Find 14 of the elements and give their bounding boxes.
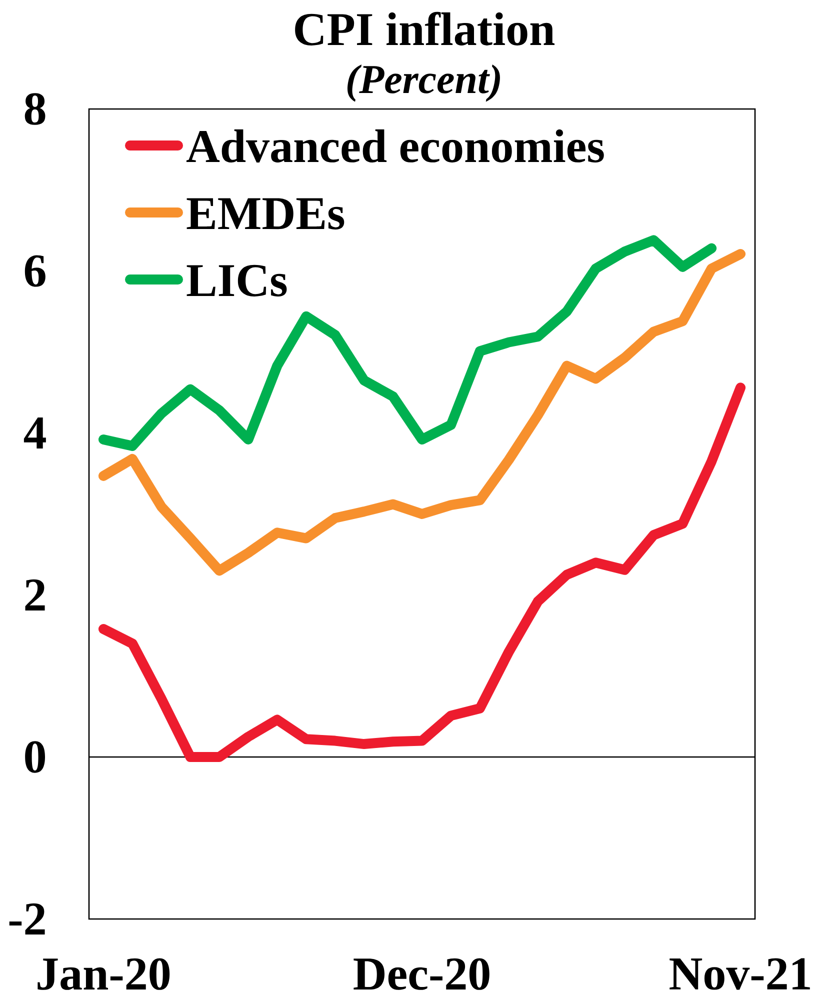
y-tick-label: -2 [9,903,45,935]
legend-label: LICs [186,264,287,296]
chart-subtitle: (Percent) [347,64,500,102]
legend-label: Advanced economies [186,129,604,162]
x-tick-label: Dec-20 [354,958,490,990]
x-tick-label: Jan-20 [38,958,170,990]
y-tick-label: 8 [24,93,46,125]
x-tick-label: Nov-21 [670,958,810,990]
legend-label: EMDEs [186,198,344,230]
y-tick-label: 2 [25,579,45,611]
y-tick-label: 6 [24,255,46,287]
chart-title: CPI inflation [295,12,555,46]
y-tick-label: 4 [24,418,46,448]
y-tick-label: 0 [25,741,46,773]
